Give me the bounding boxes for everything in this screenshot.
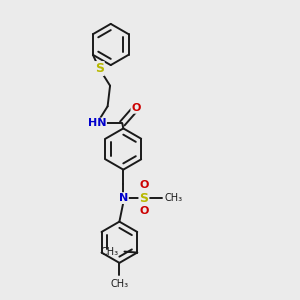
Text: N: N: [119, 193, 128, 203]
Text: CH₃: CH₃: [164, 193, 183, 203]
Text: O: O: [139, 206, 148, 216]
Text: O: O: [139, 180, 148, 190]
Text: S: S: [95, 62, 104, 75]
Text: CH₃: CH₃: [100, 247, 118, 256]
Text: HN: HN: [88, 118, 106, 128]
Text: O: O: [131, 103, 141, 113]
Text: CH₃: CH₃: [110, 279, 128, 289]
Text: S: S: [140, 192, 148, 205]
